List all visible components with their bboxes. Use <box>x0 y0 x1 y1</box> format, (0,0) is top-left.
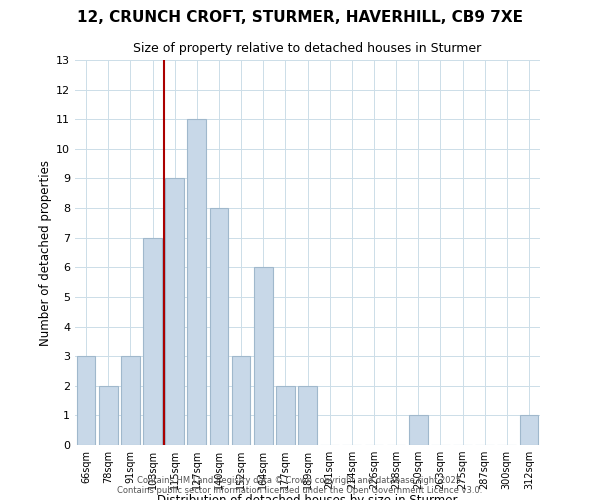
X-axis label: Distribution of detached houses by size in Sturmer: Distribution of detached houses by size … <box>157 494 458 500</box>
Bar <box>209 208 229 445</box>
Bar <box>409 416 428 445</box>
Text: Contains HM Land Registry data © Crown copyright and database right 2025.
Contai: Contains HM Land Registry data © Crown c… <box>118 476 482 495</box>
Bar <box>187 119 206 445</box>
Bar <box>99 386 118 445</box>
Bar <box>77 356 95 445</box>
Bar <box>520 416 538 445</box>
Bar <box>165 178 184 445</box>
Title: Size of property relative to detached houses in Sturmer: Size of property relative to detached ho… <box>133 42 482 54</box>
Bar <box>254 268 272 445</box>
Bar <box>232 356 250 445</box>
Bar <box>276 386 295 445</box>
Bar <box>143 238 162 445</box>
Bar <box>298 386 317 445</box>
Y-axis label: Number of detached properties: Number of detached properties <box>39 160 52 346</box>
Text: 12, CRUNCH CROFT, STURMER, HAVERHILL, CB9 7XE: 12, CRUNCH CROFT, STURMER, HAVERHILL, CB… <box>77 10 523 25</box>
Bar <box>121 356 140 445</box>
